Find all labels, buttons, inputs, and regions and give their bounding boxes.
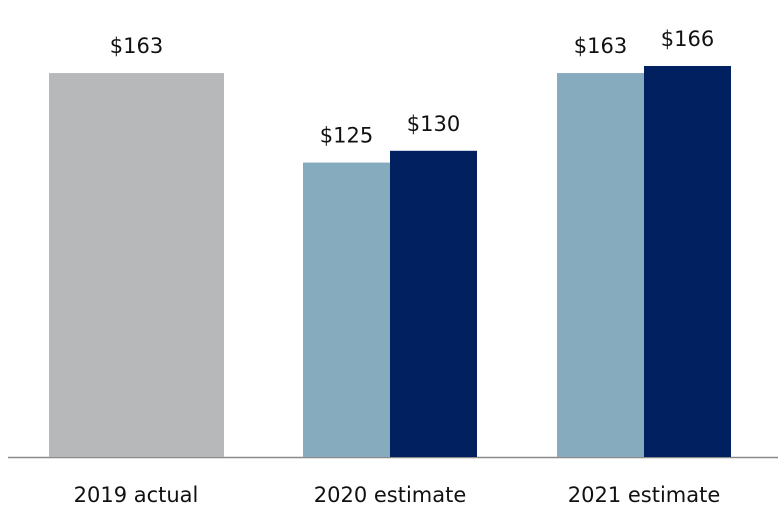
bar — [557, 73, 644, 458]
bar — [303, 162, 390, 457]
bar-value-label: $130 — [407, 112, 460, 136]
bar-value-label: $163 — [574, 34, 627, 58]
bar — [49, 73, 224, 458]
bar-value-label: $163 — [110, 34, 163, 58]
bar — [644, 66, 731, 457]
bar — [390, 150, 477, 458]
category-label: 2021 estimate — [568, 483, 721, 507]
category-label: 2019 actual — [74, 483, 199, 507]
category-label: 2020 estimate — [314, 483, 467, 507]
bar-value-label: $125 — [320, 124, 373, 148]
bar-value-label: $166 — [661, 27, 714, 51]
